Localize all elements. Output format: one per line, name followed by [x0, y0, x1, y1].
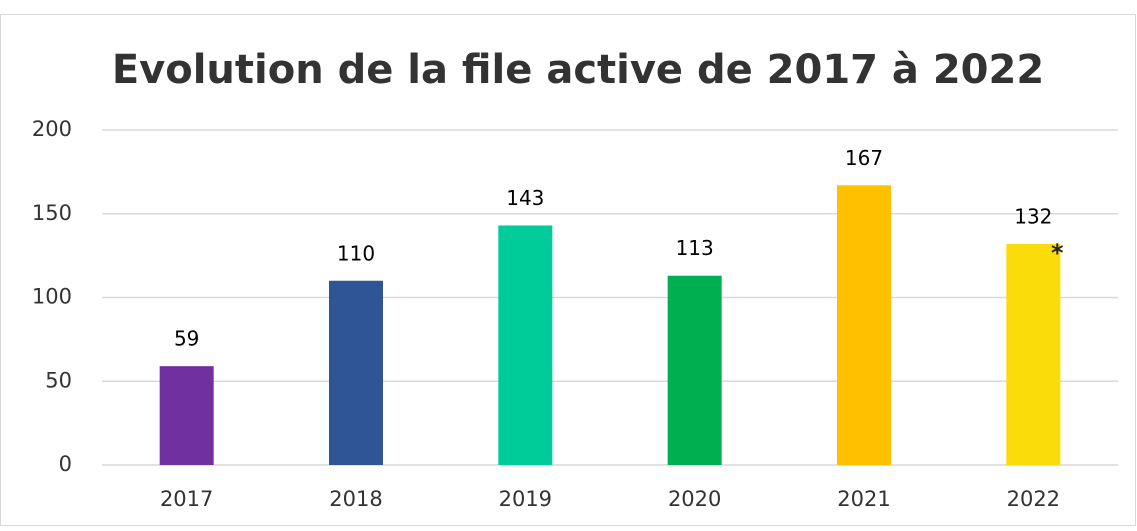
data-label: 143 — [506, 186, 544, 210]
x-tick-label: 2022 — [1007, 487, 1060, 511]
x-tick-label: 2019 — [499, 487, 552, 511]
data-label: 110 — [337, 241, 375, 265]
y-tick-label: 200 — [32, 117, 72, 141]
annotation: * — [1051, 239, 1064, 267]
data-label: 59 — [174, 327, 199, 351]
y-tick-label: 0 — [59, 452, 72, 476]
bar — [159, 366, 214, 465]
y-tick-label: 100 — [32, 285, 72, 309]
bar — [667, 275, 722, 465]
bar — [329, 280, 383, 465]
data-label: 113 — [676, 236, 714, 260]
x-tick-label: 2018 — [329, 487, 382, 511]
x-tick-label: 2017 — [160, 487, 213, 511]
data-label: 167 — [845, 146, 883, 170]
x-tick-label: 2021 — [837, 487, 890, 511]
data-label: 132 — [1014, 204, 1052, 228]
bar — [1006, 243, 1061, 465]
x-tick-label: 2020 — [668, 487, 721, 511]
bar — [498, 225, 553, 465]
bar — [837, 185, 891, 465]
chart-title: Evolution de la file active de 2017 à 20… — [112, 47, 1044, 93]
y-tick-label: 150 — [32, 201, 72, 225]
y-tick-label: 50 — [45, 368, 72, 392]
